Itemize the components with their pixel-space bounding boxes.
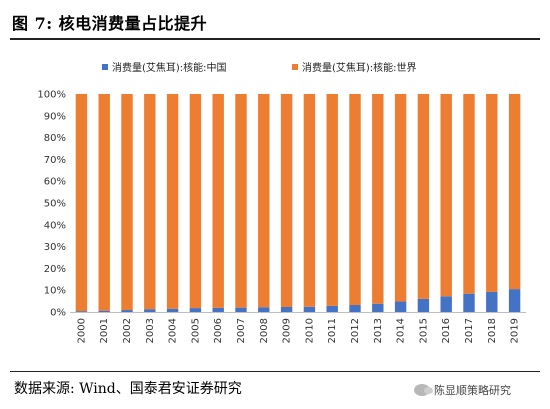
bar-segment-1-2011 [326,94,338,306]
y-tick-label: 70% [44,155,66,166]
bar-segment-0-2003 [144,309,156,312]
y-tick-label: 10% [44,286,66,297]
bar-segment-1-2007 [235,94,247,308]
bar-segment-1-2003 [144,94,156,310]
x-tick-label: 2012 [350,318,361,343]
bar-segment-0-2004 [166,308,179,312]
title-divider [10,38,540,40]
x-tick-label: 2002 [122,318,133,343]
x-axis: 2000 2001 2002 2003 2004 2005 2006 2007 2008 2009… [70,312,526,343]
bar-segment-0-2015 [417,298,430,312]
bar-segment-0-2014 [394,301,407,312]
bar-segment-0-2005 [189,308,202,312]
x-tick-label: 2018 [487,318,498,343]
bar-segment-0-2002 [121,310,133,312]
bar-segment-1-2015 [417,94,430,299]
bar-segment-1-2002 [121,94,133,311]
bar-segment-1-2001 [98,94,110,311]
bar-segment-0-2011 [326,305,338,312]
y-tick-label: 90% [44,111,66,122]
bar-segment-0-2012 [349,305,361,312]
bar-segment-0-2007 [235,307,247,312]
y-tick-label: 0% [50,308,66,319]
x-tick-label: 2007 [236,318,247,343]
bar-segment-1-2014 [394,94,407,302]
bar-segment-0-2016 [440,296,452,312]
x-tick-label: 2009 [282,318,293,343]
chart-legend: 消费量(艾焦耳):核能:中国 消费量(艾焦耳):核能:世界 [102,61,417,74]
bar-segment-0-2001 [98,310,110,312]
x-tick-label: 2014 [396,318,407,343]
bar-segment-0-2018 [486,291,498,312]
watermark-text: 陈显顺策略研究 [434,384,511,397]
bar-segment-1-2004 [166,94,179,309]
x-tick-label: 2003 [145,318,156,343]
source-note: 数据来源: Wind、国泰君安证券研究 [14,381,242,397]
x-tick-label: 2008 [259,318,270,343]
x-tick-label: 2004 [168,318,179,343]
x-tick-label: 2001 [99,318,110,343]
x-tick-label: 2013 [373,318,384,343]
bar-segment-1-2005 [189,94,202,309]
bar-segment-1-2016 [440,94,452,297]
legend-label-1: 消费量(艾焦耳):核能:世界 [302,61,417,74]
bar-segment-1-2019 [508,94,521,290]
bar-segment-0-2019 [508,289,521,312]
y-tick-label: 80% [44,133,66,144]
bar-segment-1-2009 [280,94,293,307]
x-tick-label: 2017 [464,318,475,343]
source-divider [10,371,540,372]
bar-segment-1-2018 [486,94,498,292]
legend-label-0: 消费量(艾焦耳):核能:中国 [112,61,227,74]
bars [75,94,521,312]
x-tick-label: 2000 [76,318,87,343]
y-tick-label: 20% [44,264,66,275]
bar-segment-0-2017 [463,293,475,312]
bar-segment-0-2013 [372,303,384,312]
x-tick-label: 2015 [418,318,429,343]
bar-segment-1-2006 [212,94,224,308]
y-tick-label: 100% [37,90,66,101]
bar-segment-1-2008 [258,94,270,308]
bar-segment-1-2010 [303,94,316,307]
bar-segment-0-2009 [280,306,293,312]
bar-segment-0-2008 [258,307,270,312]
x-tick-label: 2016 [441,318,452,343]
x-tick-label: 2005 [190,318,201,343]
x-tick-label: 2006 [213,318,224,343]
y-tick-label: 40% [44,220,66,231]
bar-segment-1-2017 [463,94,475,294]
bar-segment-0-2010 [303,306,316,312]
x-tick-label: 2010 [304,318,315,343]
watermark: 陈显顺策略研究 [414,382,511,398]
bar-segment-1-2012 [349,94,361,306]
y-axis: 0% 10% 20% 30% 40% 50% 60% 70% 80% 90% 100% [37,90,66,319]
figure-title: 图 7: 核电消费量占比提升 [12,14,208,33]
bar-segment-0-2000 [75,311,88,312]
stacked-bar-chart: 消费量(艾焦耳):核能:中国 消费量(艾焦耳):核能:世界 0% 10% 20% 30%… [37,61,526,343]
wechat-icon [414,384,433,396]
bar-segment-1-2000 [75,94,88,312]
y-tick-label: 50% [44,199,66,210]
y-tick-label: 60% [44,177,66,188]
x-tick-label: 2011 [327,318,338,343]
x-tick-label: 2019 [510,318,521,343]
legend-swatch-1 [292,64,298,70]
y-tick-label: 30% [44,242,66,253]
legend-swatch-0 [102,64,108,70]
bar-segment-0-2006 [212,307,224,312]
bar-segment-1-2013 [372,94,384,304]
